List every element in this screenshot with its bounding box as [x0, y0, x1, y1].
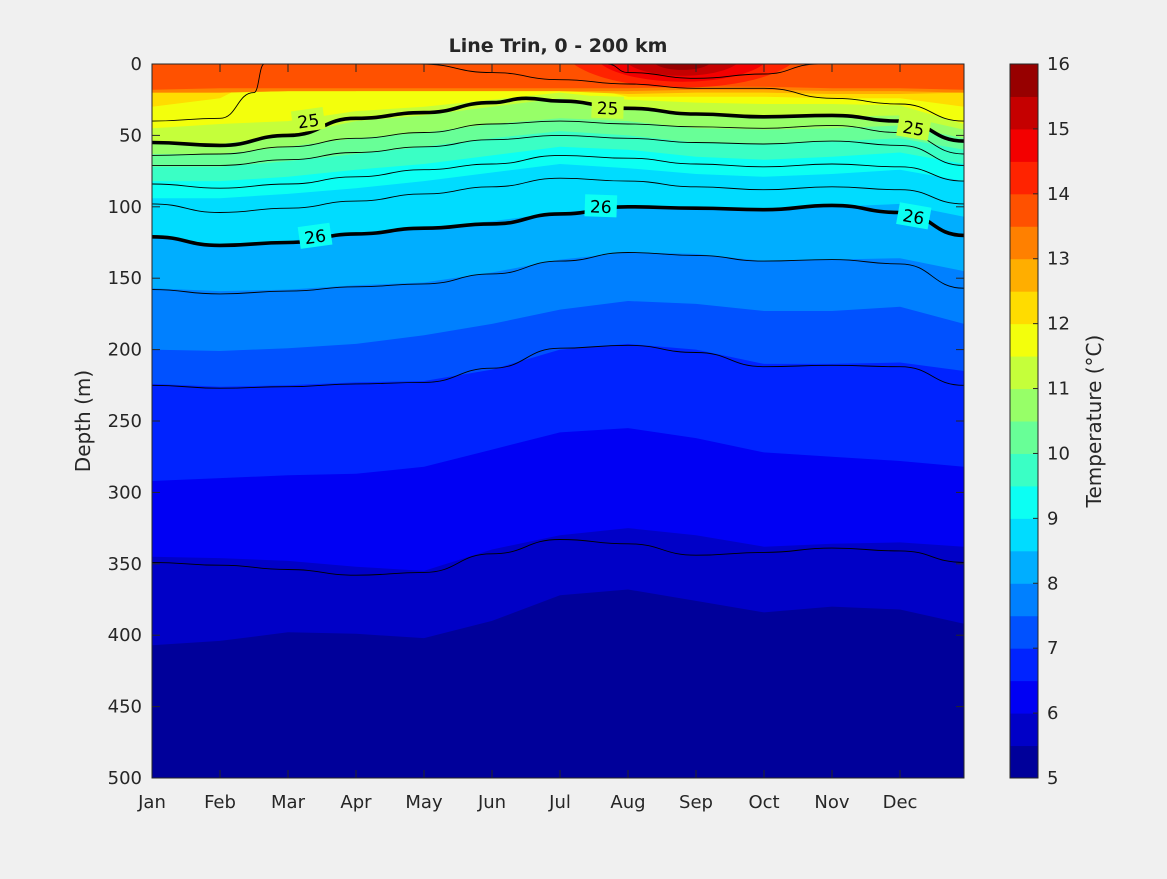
x-tick-label: Jul — [548, 792, 571, 813]
colorbar-segment — [1010, 453, 1038, 487]
colorbar-segment — [1010, 648, 1038, 682]
contour-label-bg — [584, 194, 618, 218]
colorbar-segment — [1010, 388, 1038, 422]
y-tick-label: 200 — [108, 340, 142, 361]
isotherm-band — [152, 64, 964, 90]
contour-label: 25 — [901, 118, 926, 141]
thin-contour — [152, 177, 964, 213]
x-tick-label: Apr — [340, 792, 372, 813]
colorbar-segment — [1010, 421, 1038, 454]
colorbar-tick-label: 7 — [1047, 638, 1058, 659]
contour-lines — [152, 64, 964, 576]
contour-label: 26 — [590, 197, 612, 218]
colorbar-segment — [1010, 550, 1038, 584]
colorbar-segment — [1010, 128, 1038, 162]
x-tick-label: Aug — [610, 792, 645, 813]
colorbar-segment — [1010, 96, 1038, 130]
thin-contour — [607, 64, 819, 79]
colorbar-tick-label: 10 — [1047, 443, 1070, 464]
temperature-fill — [152, 64, 964, 778]
y-tick-label: 350 — [108, 554, 142, 575]
contour-label-bg — [297, 222, 333, 249]
colorbar-segment — [1010, 518, 1038, 552]
x-tick-label: Feb — [204, 792, 236, 813]
x-tick-label: May — [405, 792, 443, 813]
y-tick-label: 100 — [108, 197, 142, 218]
thin-contour — [152, 120, 964, 156]
thin-contour — [152, 539, 964, 576]
colorbar-tick-label: 9 — [1047, 508, 1058, 529]
colorbar-segment — [1010, 291, 1038, 325]
thin-contour — [152, 64, 265, 122]
colorbar-segment — [1010, 193, 1038, 227]
contour-label-group: 26 — [297, 222, 333, 249]
thin-contour — [152, 154, 964, 189]
colorbar-tick-label: 16 — [1047, 54, 1070, 75]
contour-label-group: 25 — [290, 106, 326, 134]
thin-contour — [152, 134, 964, 166]
y-tick-label: 400 — [108, 625, 142, 646]
axes: 25 25 25 26 26 26 Jan Feb Mar Apr May Jun Jul Aug Sep O… — [108, 54, 964, 813]
colorbar-segment — [1010, 226, 1038, 260]
colorbar-tick-label: 5 — [1047, 768, 1058, 789]
y-tick-label: 150 — [108, 268, 142, 289]
contour-label: 25 — [596, 99, 618, 120]
colorbar-segment — [1010, 161, 1038, 195]
colorbar-segment — [1010, 64, 1038, 97]
y-tick-label: 500 — [108, 768, 142, 789]
contour-label-bg — [896, 202, 932, 230]
y-tick-label: 300 — [108, 482, 142, 503]
colorbar-tick-label: 15 — [1047, 119, 1070, 140]
contour-label-group: 26 — [584, 194, 618, 218]
y-tick-label: 0 — [131, 54, 142, 75]
x-tick-label: Jan — [137, 792, 166, 813]
contour-label-bg — [290, 106, 326, 134]
colorbar-segment — [1010, 680, 1038, 714]
contour-label: 26 — [901, 206, 926, 229]
x-tick-label: Nov — [814, 792, 849, 813]
bold-contour-26 — [152, 203, 964, 248]
colorbar-tick-label: 8 — [1047, 573, 1058, 594]
contour-label-bg — [896, 113, 932, 141]
x-tick-label: Sep — [679, 792, 713, 813]
colorbar-segment — [1010, 615, 1038, 649]
thin-contour — [152, 252, 964, 295]
colorbar-tick-label: 14 — [1047, 184, 1070, 205]
colorbar-segment — [1010, 745, 1038, 779]
contour-label: 25 — [296, 111, 320, 134]
x-tick-label: Mar — [271, 792, 306, 813]
y-tick-label: 250 — [108, 411, 142, 432]
thin-contour — [152, 344, 964, 389]
contour-label-bg — [591, 95, 625, 119]
colorbar-segment — [1010, 323, 1038, 357]
bold-contour-25 — [152, 96, 964, 148]
y-tick-label: 450 — [108, 697, 142, 718]
x-tick-label: Dec — [883, 792, 918, 813]
x-tick-label: Jun — [477, 792, 506, 813]
colorbar-segment — [1010, 258, 1038, 292]
colorbar-tick-label: 13 — [1047, 249, 1070, 270]
x-tick-label: Oct — [748, 792, 779, 813]
y-axis-label: Depth (m) — [71, 370, 95, 472]
colorbar: 5 6 7 8 9 10 11 12 13 14 15 16 — [1009, 54, 1070, 789]
colorbar-tick-label: 11 — [1047, 379, 1070, 400]
contour-label: 26 — [303, 226, 327, 249]
contour-label-group: 25 — [591, 95, 625, 120]
colorbar-segment — [1010, 713, 1038, 747]
colorbar-tick-label: 6 — [1047, 703, 1058, 724]
colorbar-segment — [1010, 356, 1038, 390]
chart-title: Line Trin, 0 - 200 km — [449, 35, 668, 57]
colorbar-segment — [1010, 583, 1038, 617]
contour-label-group: 25 — [896, 113, 932, 141]
y-tick-label: 50 — [119, 125, 142, 146]
thin-contour — [420, 64, 964, 122]
colorbar-segment — [1010, 485, 1038, 519]
colorbar-label: Temperature (°C) — [1082, 335, 1106, 509]
colorbar-tick-label: 12 — [1047, 314, 1070, 335]
contour-label-group: 26 — [896, 202, 932, 230]
colorbar-frame — [1009, 63, 1039, 779]
